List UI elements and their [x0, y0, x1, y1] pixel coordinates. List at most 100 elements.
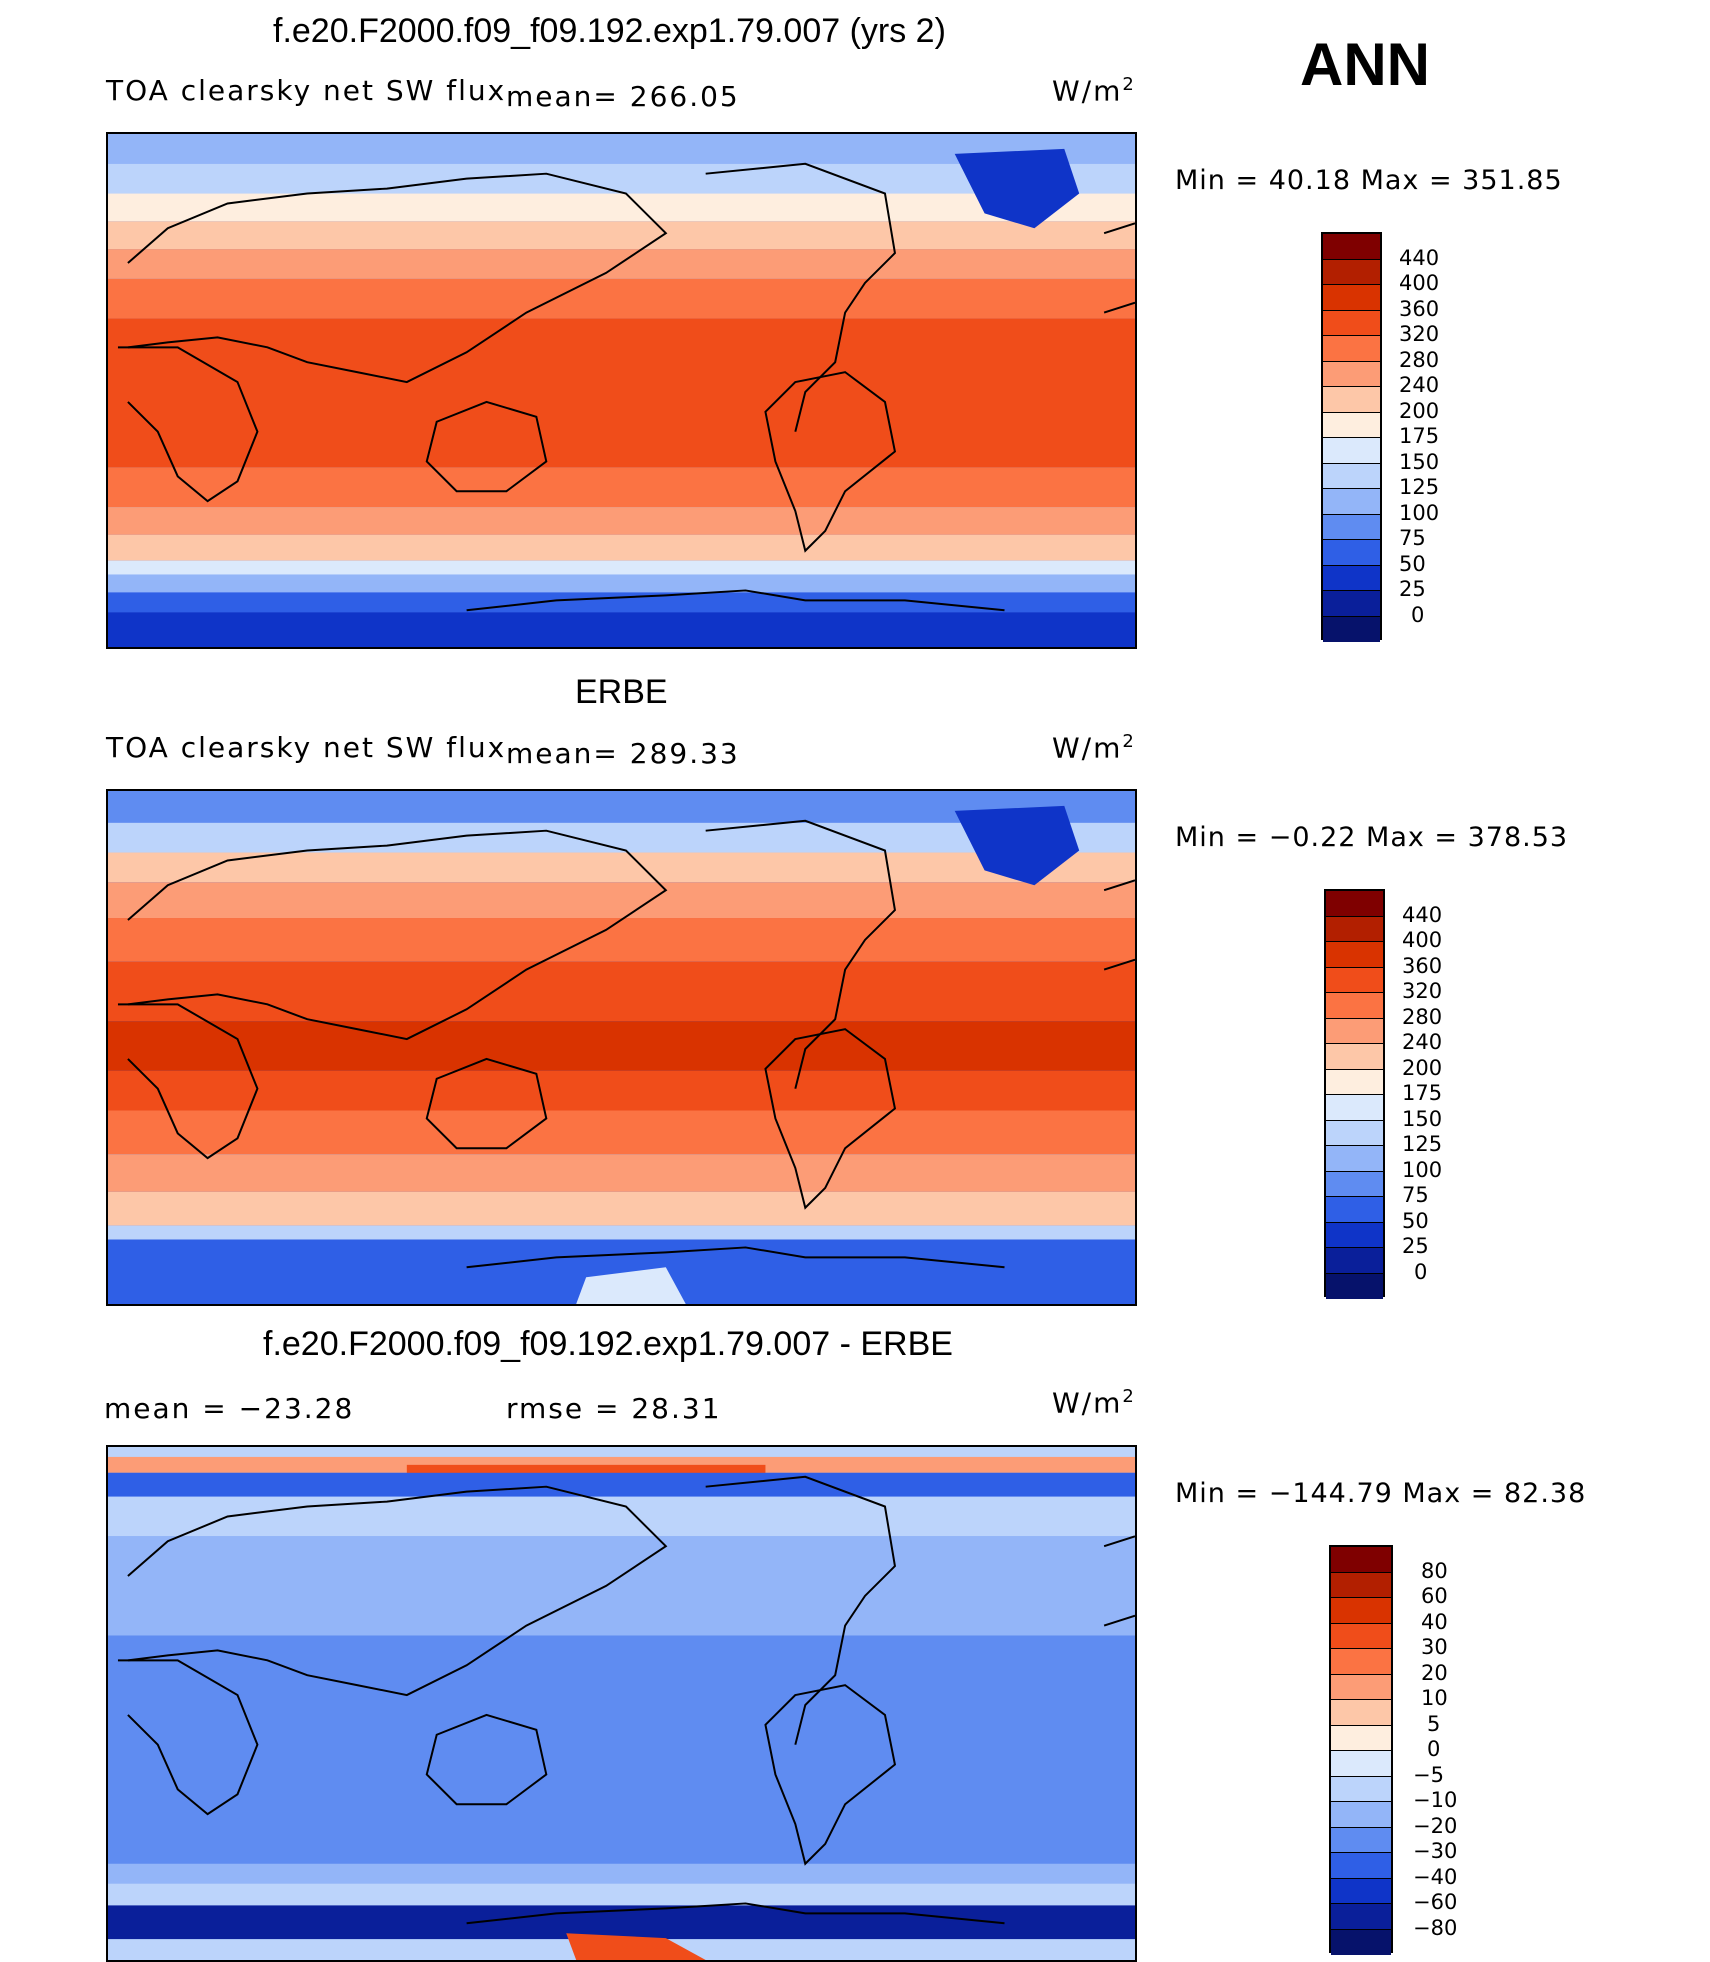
panel3-level-label: −20 [1413, 1814, 1458, 1838]
panel1-colorbar-swatch [1323, 591, 1380, 617]
panel1-level-label: 25 [1399, 577, 1426, 601]
panel3-colorbar-swatch [1331, 1547, 1391, 1573]
panel2-map [106, 789, 1137, 1306]
panel1-colorbar-swatch [1323, 234, 1380, 260]
panel3-level-label: 20 [1421, 1661, 1448, 1685]
panel1-colorbar-swatch [1323, 387, 1380, 413]
panel1-title: f.e20.F2000.f09_f09.192.exp1.79.007 (yrs… [273, 12, 946, 50]
panel1-mean: mean= 266.05 [506, 80, 740, 113]
panel2-colorbar-swatch [1326, 1222, 1383, 1248]
panel3-colorbar-swatch [1331, 1776, 1391, 1802]
panel1-colorbar [1321, 232, 1382, 642]
panel3-level-label: −60 [1413, 1890, 1458, 1914]
panel2-title: ERBE [575, 673, 668, 711]
panel3-colorbar-swatch [1331, 1878, 1391, 1904]
panel2-level-label: 50 [1402, 1209, 1429, 1233]
panel1-level-label: 320 [1399, 322, 1440, 346]
panel1-colorbar-swatch [1323, 616, 1380, 642]
panel1-level-label: 400 [1399, 271, 1440, 295]
panel3-level-label: 5 [1427, 1712, 1441, 1736]
panel2-colorbar-swatch [1326, 1044, 1383, 1070]
season-label: ANN [1300, 31, 1430, 98]
panel2-level-label: 75 [1402, 1183, 1429, 1207]
panel1-colorbar-swatch [1323, 310, 1380, 336]
panel2-colorbar-swatch [1326, 1069, 1383, 1095]
panel3-level-label: −80 [1413, 1916, 1458, 1940]
panel2-level-label: 240 [1402, 1030, 1443, 1054]
panel2-map-svg [108, 791, 1135, 1304]
panel3-map [106, 1445, 1137, 1962]
panel2-minmax: Min = −0.22 Max = 378.53 [1175, 822, 1569, 853]
panel2-level-label: 125 [1402, 1132, 1443, 1156]
panel1-minmax: Min = 40.18 Max = 351.85 [1175, 165, 1563, 196]
panel2-level-label: 175 [1402, 1081, 1443, 1105]
panel1-level-label: 125 [1399, 475, 1440, 499]
panel2-colorbar-swatch [1326, 891, 1383, 917]
panel1-level-label: 150 [1399, 450, 1440, 474]
panel3-level-label: 30 [1421, 1635, 1448, 1659]
panel3-level-label: −40 [1413, 1865, 1458, 1889]
panel2-colorbar-swatch [1326, 1095, 1383, 1121]
panel2-level-label: 440 [1402, 903, 1443, 927]
panel3-colorbar-swatch [1331, 1827, 1391, 1853]
panel1-colorbar-swatch [1323, 336, 1380, 362]
panel2-level-label: 280 [1402, 1005, 1443, 1029]
panel2-colorbar [1324, 889, 1385, 1299]
panel3-level-label: −10 [1413, 1788, 1458, 1812]
panel3-title: f.e20.F2000.f09_f09.192.exp1.79.007 - ER… [263, 1325, 953, 1363]
panel3-level-label: 0 [1427, 1737, 1441, 1761]
panel2-level-label: 25 [1402, 1234, 1429, 1258]
panel2-units: W/m2 [1052, 731, 1136, 765]
panel2-colorbar-swatch [1326, 916, 1383, 942]
panel1-level-label: 75 [1399, 526, 1426, 550]
panel1-level-label: 200 [1399, 399, 1440, 423]
panel3-units: W/m2 [1052, 1386, 1136, 1420]
panel3-level-label: 40 [1421, 1610, 1448, 1634]
panel2-level-label: 320 [1402, 979, 1443, 1003]
panel1-level-label: 280 [1399, 348, 1440, 372]
panel2-level-label: 400 [1402, 928, 1443, 952]
panel1-level-label: 440 [1399, 246, 1440, 270]
panel2-level-label: 100 [1402, 1158, 1443, 1182]
panel1-map [106, 132, 1137, 649]
panel3-level-label: −30 [1413, 1839, 1458, 1863]
panel2-level-label: 0 [1414, 1260, 1428, 1284]
panel3-colorbar-swatch [1331, 1929, 1391, 1955]
panel1-level-label: 0 [1411, 603, 1425, 627]
panel1-level-label: 360 [1399, 297, 1440, 321]
panel2-level-label: 360 [1402, 954, 1443, 978]
panel1-colorbar-swatch [1323, 514, 1380, 540]
panel2-colorbar-swatch [1326, 1120, 1383, 1146]
panel1-colorbar-swatch [1323, 438, 1380, 464]
panel2-level-label: 200 [1402, 1056, 1443, 1080]
panel3-colorbar [1329, 1545, 1393, 1955]
panel1-colorbar-swatch [1323, 361, 1380, 387]
panel3-rmse: rmse = 28.31 [506, 1392, 722, 1425]
panel1-subtitle: TOA clearsky net SW flux [106, 74, 507, 107]
panel3-minmax: Min = −144.79 Max = 82.38 [1175, 1478, 1587, 1509]
panel2-colorbar-swatch [1326, 993, 1383, 1019]
panel3-level-label: 10 [1421, 1686, 1448, 1710]
panel3-colorbar-swatch [1331, 1623, 1391, 1649]
panel3-colorbar-swatch [1331, 1700, 1391, 1726]
panel1-level-label: 50 [1399, 552, 1426, 576]
panel1-colorbar-swatch [1323, 463, 1380, 489]
panel1-level-label: 240 [1399, 373, 1440, 397]
panel3-colorbar-swatch [1331, 1725, 1391, 1751]
panel1-units: W/m2 [1052, 74, 1136, 108]
panel1-level-label: 100 [1399, 501, 1440, 525]
panel3-map-svg [108, 1447, 1135, 1960]
panel2-colorbar-swatch [1326, 942, 1383, 968]
panel1-colorbar-swatch [1323, 540, 1380, 566]
panel3-colorbar-swatch [1331, 1572, 1391, 1598]
panel2-colorbar-swatch [1326, 967, 1383, 993]
panel1-colorbar-swatch [1323, 489, 1380, 515]
panel2-colorbar-swatch [1326, 1171, 1383, 1197]
panel1-colorbar-swatch [1323, 259, 1380, 285]
panel3-level-label: −5 [1413, 1763, 1444, 1787]
panel3-level-label: 80 [1421, 1559, 1448, 1583]
panel3-colorbar-swatch [1331, 1751, 1391, 1777]
panel2-level-label: 150 [1402, 1107, 1443, 1131]
panel3-colorbar-swatch [1331, 1674, 1391, 1700]
panel3-colorbar-swatch [1331, 1649, 1391, 1675]
